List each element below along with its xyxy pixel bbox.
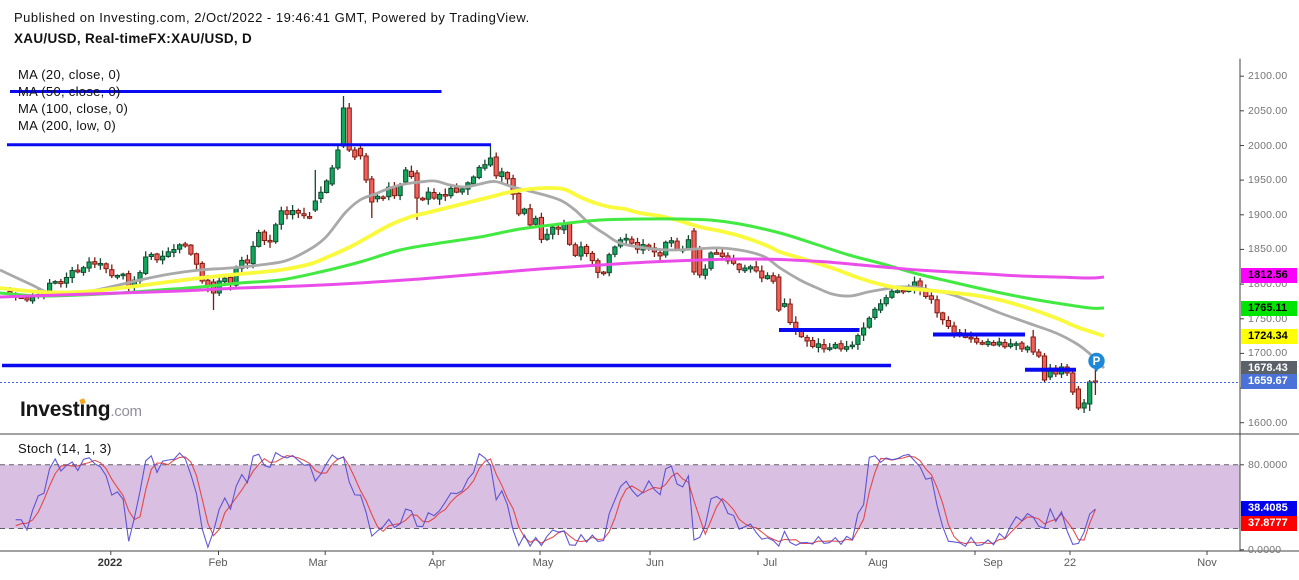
svg-text:P: P	[1093, 356, 1101, 368]
